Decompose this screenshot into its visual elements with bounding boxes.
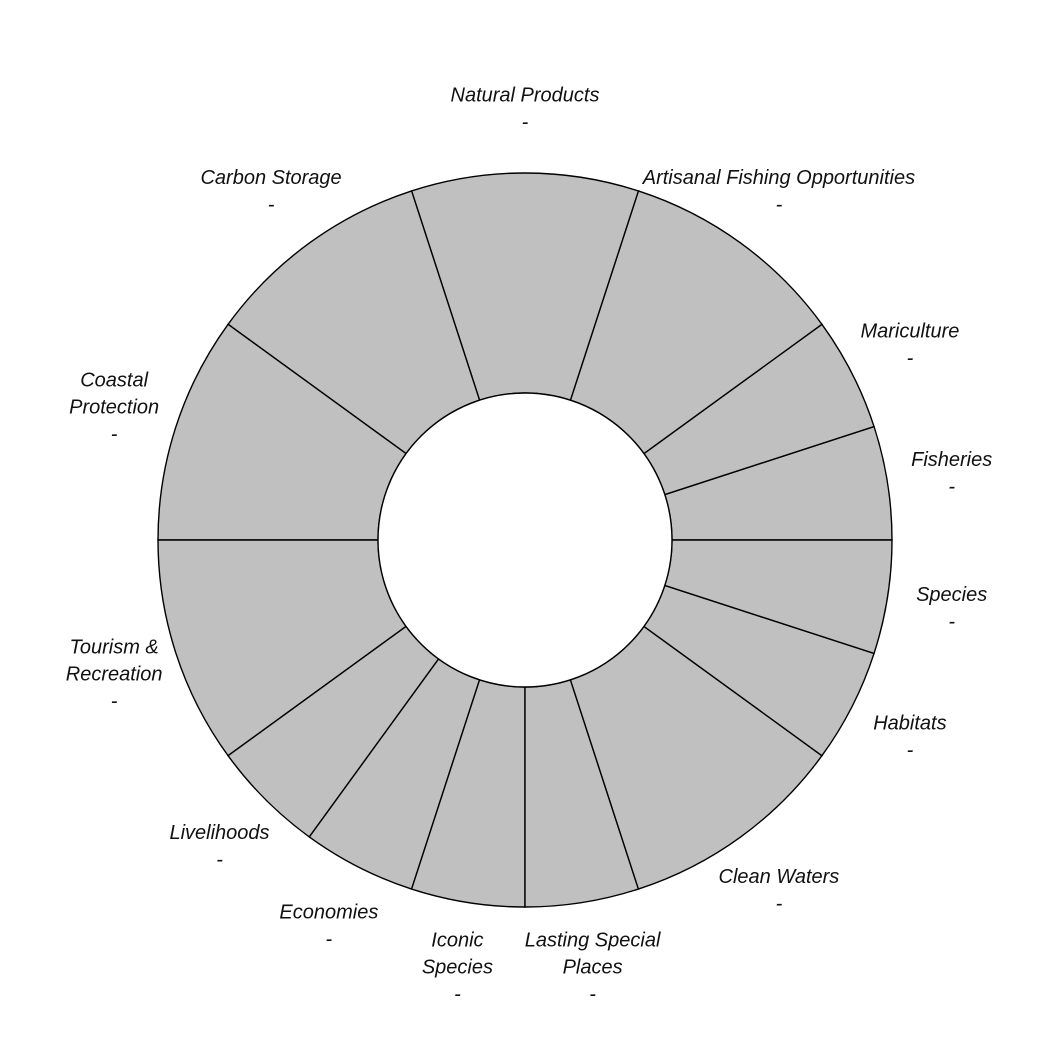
segment-value-species: - xyxy=(948,611,955,633)
segment-label-line: Coastal xyxy=(80,370,148,392)
segment-label-line: Recreation xyxy=(66,663,163,685)
segment-label-line: Species xyxy=(422,957,493,979)
segment-value-natural-products: - xyxy=(522,112,529,134)
labels-group: Fisheries -Mariculture -Artisanal Fishing … xyxy=(66,85,992,1006)
segment-label-line: Natural Products xyxy=(451,85,600,107)
segment-label-line: Places xyxy=(563,957,623,979)
segments-group xyxy=(157,172,893,908)
segment-label-line: Iconic xyxy=(431,930,483,952)
segment-value-mariculture: - xyxy=(907,347,914,369)
segment-label-artisanal: Artisanal Fishing Opportunities - xyxy=(642,167,915,216)
segment-label-tourism: Tourism & Recreation - xyxy=(66,636,163,712)
segment-label-line: Livelihoods xyxy=(169,822,269,844)
segment-label-line: Tourism & xyxy=(69,636,158,658)
segment-label-line: Artisanal Fishing Opportunities xyxy=(642,167,915,189)
segment-label-line: Protection xyxy=(69,397,159,419)
segment-label-line: Mariculture xyxy=(860,320,959,342)
segment-value-lasting-special-places: - xyxy=(589,984,596,1006)
segment-label-line: Species xyxy=(916,584,987,606)
segment-label-line: Fisheries xyxy=(911,449,992,471)
segment-label-habitats: Habitats - xyxy=(873,713,946,762)
segment-value-fisheries: - xyxy=(948,476,955,498)
segment-label-clean-waters: Clean Waters - xyxy=(719,866,840,915)
segment-label-coastal-protection: Coastal Protection - xyxy=(69,370,159,446)
segment-value-coastal-protection: - xyxy=(111,424,118,446)
segment-label-mariculture: Mariculture - xyxy=(860,320,959,369)
segment-value-clean-waters: - xyxy=(776,893,783,915)
donut-hole xyxy=(377,392,673,688)
segment-label-line: Economies xyxy=(279,901,378,923)
segment-label-lasting-special-places: Lasting Special Places - xyxy=(525,930,661,1006)
segment-label-line: Lasting Special xyxy=(525,930,661,952)
segment-label-line: Habitats xyxy=(873,713,946,735)
segment-value-artisanal: - xyxy=(776,194,783,216)
segment-value-iconic-species: - xyxy=(454,984,461,1006)
segment-value-livelihoods: - xyxy=(216,849,223,871)
segment-label-species: Species - xyxy=(916,584,987,633)
segment-value-carbon-storage: - xyxy=(268,194,275,216)
segment-label-economies: Economies - xyxy=(279,901,378,950)
segment-value-tourism: - xyxy=(111,690,118,712)
segment-label-line: Carbon Storage xyxy=(200,167,341,189)
segment-value-economies: - xyxy=(326,928,333,950)
segment-label-line: Clean Waters xyxy=(719,866,840,888)
segment-label-carbon-storage: Carbon Storage - xyxy=(200,167,341,216)
segment-label-iconic-species: Iconic Species - xyxy=(422,930,493,1006)
segment-label-livelihoods: Livelihoods - xyxy=(169,822,269,871)
segment-label-natural-products: Natural Products - xyxy=(451,85,600,134)
segment-value-habitats: - xyxy=(907,740,914,762)
segment-label-fisheries: Fisheries - xyxy=(911,449,992,498)
